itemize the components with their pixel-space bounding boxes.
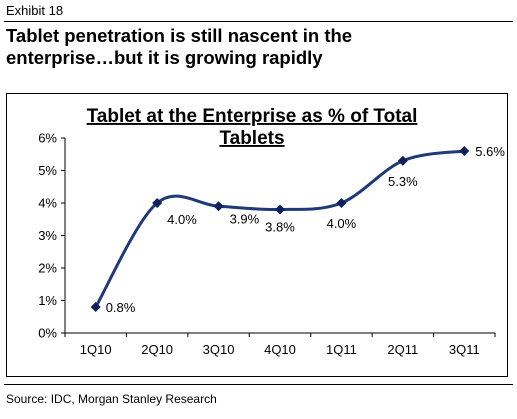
y-tick-label: 4% — [38, 196, 57, 211]
data-label: 3.9% — [230, 211, 260, 226]
x-tick-label: 3Q10 — [203, 342, 235, 357]
data-label: 0.8% — [106, 300, 136, 315]
data-label: 4.0% — [327, 216, 357, 231]
x-tick-label: 2Q11 — [387, 342, 418, 357]
x-tick-label: 3Q11 — [449, 342, 480, 357]
data-point-marker — [90, 302, 101, 312]
data-label: 5.6% — [475, 144, 505, 159]
chart-frame — [6, 93, 508, 377]
x-tick-label: 1Q10 — [80, 342, 112, 357]
x-tick-label: 1Q11 — [326, 342, 357, 357]
chart-title-line-2: Tablets — [219, 128, 284, 149]
bottom-rule — [4, 384, 513, 385]
data-point-marker — [397, 155, 408, 166]
data-point-marker — [459, 146, 470, 156]
headline: Tablet penetration is still nascent in t… — [6, 25, 506, 69]
source-note: Source: IDC, Morgan Stanley Research — [6, 392, 217, 406]
y-tick-label: 1% — [38, 293, 57, 308]
data-label: 5.3% — [388, 174, 418, 189]
y-tick-label: 0% — [38, 326, 57, 341]
y-tick-label: 5% — [38, 163, 57, 178]
exhibit-label: Exhibit 18 — [6, 3, 64, 18]
data-point-marker — [336, 198, 347, 208]
headline-line-1: Tablet penetration is still nascent in t… — [6, 25, 353, 46]
data-point-marker — [213, 201, 224, 212]
x-tick-label: 2Q10 — [141, 342, 173, 357]
data-point-marker — [152, 198, 163, 208]
line-chart: Tablet at the Enterprise as % of Total T… — [38, 106, 505, 357]
headline-line-2: enterprise…but it is growing rapidly — [6, 47, 323, 68]
y-tick-label: 3% — [38, 228, 57, 243]
y-tick-label: 6% — [38, 131, 57, 146]
chart-title-line-1: Tablet at the Enterprise as % of Total — [87, 106, 418, 127]
x-tick-label: 4Q10 — [264, 342, 296, 357]
y-tick-label: 2% — [38, 261, 57, 276]
data-label: 4.0% — [167, 212, 197, 227]
data-label: 3.8% — [265, 220, 295, 235]
data-point-marker — [275, 204, 285, 215]
top-rule — [4, 21, 513, 22]
